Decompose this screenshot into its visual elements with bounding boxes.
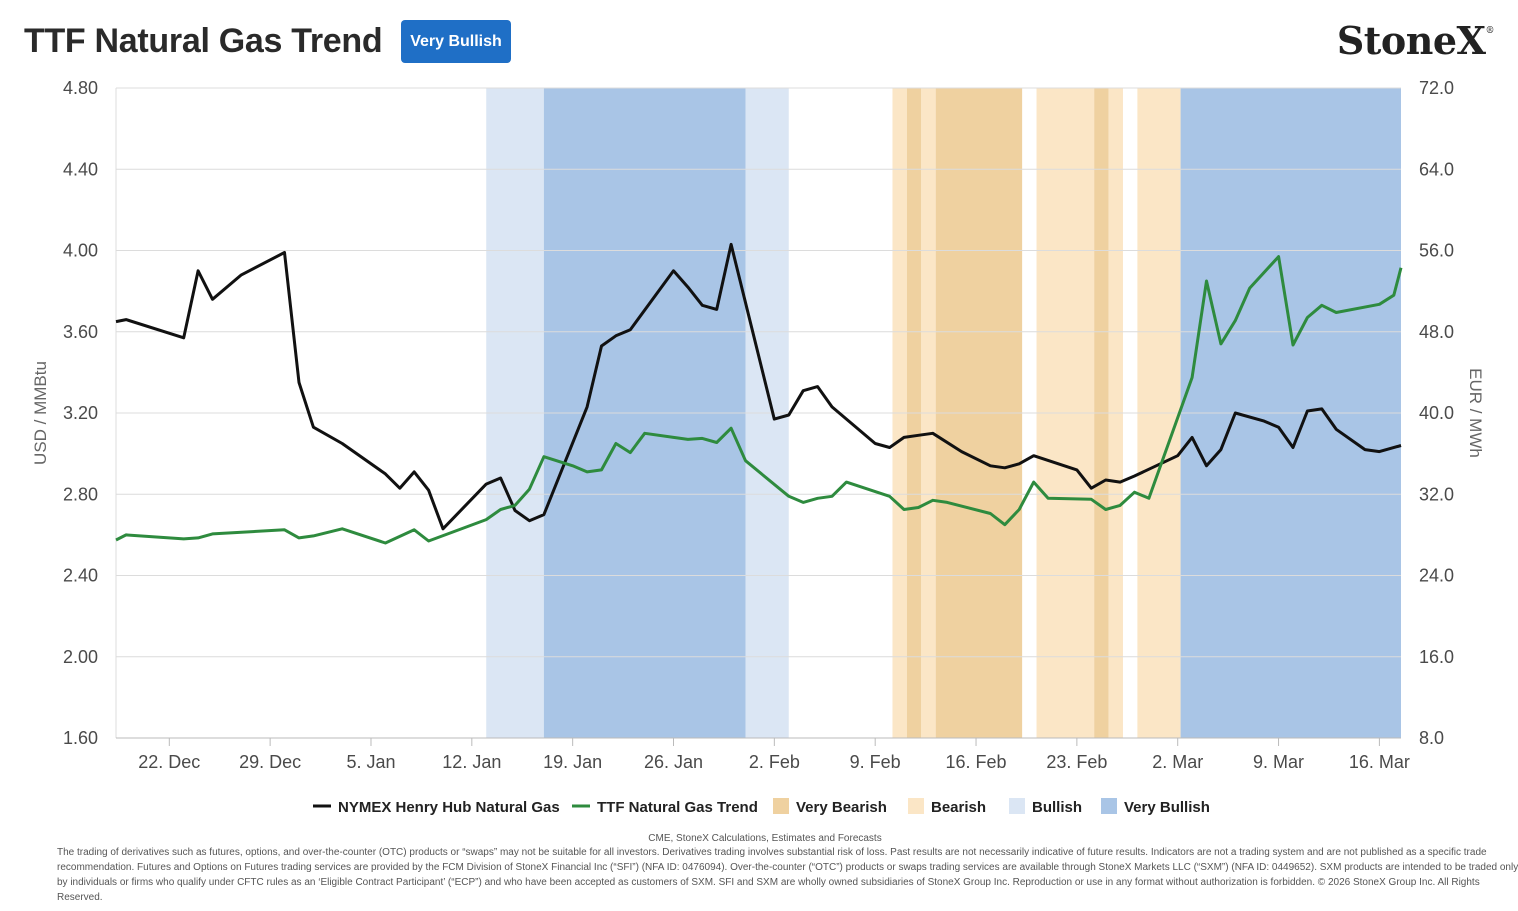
legend-label: NYMEX Henry Hub Natural Gas xyxy=(338,799,560,816)
y-right-tick-label: 40.0 xyxy=(1419,403,1454,423)
source-note: CME, StoneX Calculations, Estimates and … xyxy=(648,833,882,844)
trend-chart: 22. Dec 29. Dec 5. Jan 12. Jan 19. Jan 26. Ja… xyxy=(31,78,1485,816)
x-tick-label: 16. Mar xyxy=(1349,752,1410,772)
legend-swatch-box xyxy=(908,798,924,814)
stonex-logo: StoneX® xyxy=(1336,18,1495,63)
legend-label: Bearish xyxy=(931,799,986,816)
legend-swatch-box xyxy=(773,798,789,814)
x-tick-label: 29. Dec xyxy=(239,752,301,772)
legend-swatch-box xyxy=(1101,798,1117,814)
y-right-tick-label: 32.0 xyxy=(1419,484,1454,504)
legend-label: TTF Natural Gas Trend xyxy=(597,799,758,816)
y-axis-left: 1.60 2.00 2.40 2.80 3.20 3.60 4.00 4.40 4.80 USD … xyxy=(31,78,98,748)
legend-label: Very Bearish xyxy=(796,799,887,816)
x-tick-label: 2. Mar xyxy=(1152,752,1203,772)
logo-text: StoneX xyxy=(1336,18,1486,63)
x-tick-label: 19. Jan xyxy=(543,752,602,772)
y-right-tick-label: 56.0 xyxy=(1419,241,1454,261)
x-tick-label: 16. Feb xyxy=(946,752,1007,772)
y-right-tick-label: 8.0 xyxy=(1419,728,1444,748)
y-left-tick-label: 3.60 xyxy=(63,322,98,342)
y-left-tick-label: 2.00 xyxy=(63,647,98,667)
ttf-line xyxy=(115,255,1403,545)
legend-label: Very Bullish xyxy=(1124,799,1210,816)
x-tick-label: 9. Feb xyxy=(850,752,901,772)
y-left-tick-label: 2.80 xyxy=(63,484,98,504)
y-left-tick-label: 1.60 xyxy=(63,728,98,748)
y-left-axis-title: USD / MMBtu xyxy=(31,361,50,465)
y-axis-right: 8.0 16.0 24.0 32.0 40.0 48.0 56.0 64.0 72.0 EUR /… xyxy=(1419,78,1485,748)
chart-title: TTF Natural Gas Trend xyxy=(24,22,383,60)
x-tick-label: 9. Mar xyxy=(1253,752,1304,772)
trend-badge: Very Bullish xyxy=(401,20,511,63)
y-right-tick-label: 72.0 xyxy=(1419,78,1454,98)
y-left-tick-label: 4.40 xyxy=(63,159,98,179)
y-left-tick-label: 3.20 xyxy=(63,403,98,423)
y-right-tick-label: 48.0 xyxy=(1419,322,1454,342)
x-tick-label: 2. Feb xyxy=(749,752,800,772)
x-axis: 22. Dec 29. Dec 5. Jan 12. Jan 19. Jan 26. Ja… xyxy=(116,737,1410,772)
x-tick-label: 22. Dec xyxy=(138,752,200,772)
x-tick-label: 12. Jan xyxy=(442,752,501,772)
registered-mark: ® xyxy=(1485,26,1495,36)
x-tick-label: 26. Jan xyxy=(644,752,703,772)
disclaimer: The trading of derivatives such as futur… xyxy=(57,847,1518,903)
series-lines xyxy=(115,242,1403,545)
henry-hub-line xyxy=(115,242,1402,531)
y-left-tick-label: 4.80 xyxy=(63,78,98,98)
y-right-tick-label: 16.0 xyxy=(1419,647,1454,667)
y-left-tick-label: 2.40 xyxy=(63,566,98,586)
legend: NYMEX Henry Hub Natural Gas TTF Natural G… xyxy=(313,798,1210,816)
y-right-tick-label: 64.0 xyxy=(1419,159,1454,179)
y-left-tick-label: 4.00 xyxy=(63,241,98,261)
x-tick-label: 5. Jan xyxy=(346,752,395,772)
y-right-tick-label: 24.0 xyxy=(1419,566,1454,586)
legend-label: Bullish xyxy=(1032,799,1082,816)
x-tick-label: 23. Feb xyxy=(1046,752,1107,772)
y-right-axis-title: EUR / MWh xyxy=(1466,368,1485,458)
legend-swatch-box xyxy=(1009,798,1025,814)
